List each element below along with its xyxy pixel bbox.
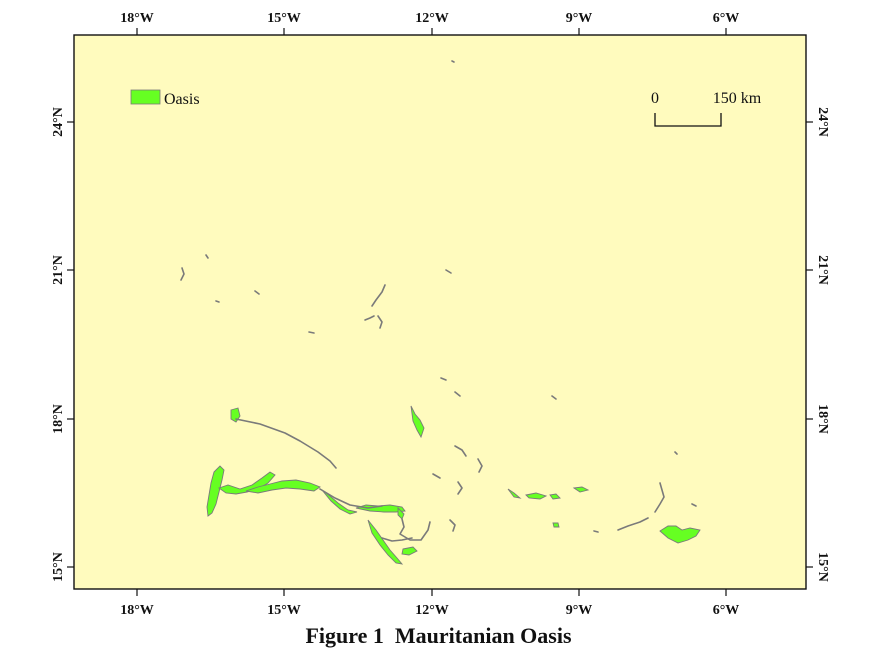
- wadi-line: [654, 482, 665, 513]
- oasis-area: [321, 489, 358, 515]
- wadi-line: [254, 290, 260, 295]
- tick-marks: [67, 28, 813, 596]
- x-tick-label: 9°W: [566, 603, 593, 618]
- wadi-line: [364, 315, 375, 321]
- wadi-line: [457, 481, 463, 495]
- wadi-line: [371, 284, 386, 307]
- scale-bar: 0 150 km: [651, 90, 762, 127]
- oasis-area: [245, 479, 321, 494]
- legend-label-oasis: Oasis: [164, 91, 200, 108]
- wadi-line: [454, 445, 467, 457]
- legend-swatch-oasis: [130, 89, 161, 105]
- oasis-area: [401, 546, 418, 556]
- wadi-line: [215, 300, 220, 303]
- x-tick-label: 6°W: [713, 603, 740, 618]
- x-tick-label: 18°W: [120, 603, 154, 618]
- wadi-line: [451, 60, 455, 63]
- x-tick-labels-top: 18°W 15°W 12°W 9°W 6°W: [120, 11, 739, 26]
- wadi-line: [477, 458, 483, 473]
- map-background: [74, 35, 806, 589]
- y-tick-labels-left: 24°N 21°N 18°N 15°N: [51, 107, 66, 582]
- y-tick-labels-right: 24°N 21°N 18°N 15°N: [815, 107, 830, 582]
- oasis-area: [552, 522, 560, 528]
- oasis-area: [410, 405, 425, 439]
- x-tick-label: 12°W: [415, 11, 449, 26]
- wadi-line: [440, 377, 447, 381]
- x-tick-labels-bottom: 18°W 15°W 12°W 9°W 6°W: [120, 603, 739, 618]
- x-tick-label: 9°W: [566, 11, 593, 26]
- y-tick-label: 21°N: [815, 255, 830, 285]
- oasis-area: [659, 525, 701, 544]
- oasis-area: [355, 504, 406, 513]
- wadi-line: [445, 269, 452, 274]
- oasis-area: [218, 471, 276, 495]
- map-frame: [73, 34, 807, 590]
- wadi-line: [235, 418, 337, 469]
- oasis-area: [206, 465, 225, 517]
- x-tick-label: 15°W: [267, 603, 301, 618]
- figure-caption: Figure 1 Mauritanian Oasis: [305, 623, 572, 648]
- oasis-features: [206, 405, 701, 565]
- oasis-area: [525, 492, 548, 500]
- wadi-line: [319, 488, 383, 509]
- scale-bar-start-label: 0: [651, 90, 659, 107]
- wadi-line: [691, 503, 697, 507]
- wadi-line: [377, 315, 383, 329]
- y-tick-label: 15°N: [815, 552, 830, 582]
- wadi-line: [381, 537, 413, 542]
- wadi-line: [617, 517, 649, 531]
- wadi-line: [674, 451, 678, 455]
- x-tick-label: 6°W: [713, 11, 740, 26]
- y-tick-label: 21°N: [51, 255, 66, 285]
- wadi-line: [432, 473, 441, 479]
- y-tick-label: 18°N: [815, 404, 830, 434]
- wadi-line: [454, 391, 461, 397]
- oasis-area: [549, 493, 561, 500]
- y-tick-label: 24°N: [51, 107, 66, 137]
- scale-bar-line: [654, 113, 722, 127]
- y-tick-label: 15°N: [51, 552, 66, 582]
- legend: Oasis: [130, 89, 200, 108]
- wadi-line: [593, 530, 599, 533]
- y-tick-label: 18°N: [51, 404, 66, 434]
- wadi-line: [205, 254, 209, 259]
- x-tick-label: 15°W: [267, 11, 301, 26]
- oasis-area: [367, 519, 404, 565]
- wadi-line: [180, 267, 185, 281]
- x-tick-label: 12°W: [415, 603, 449, 618]
- wadi-line: [449, 519, 456, 532]
- wadi-traces: [180, 60, 697, 542]
- scale-bar-end-label: 150 km: [713, 90, 762, 107]
- y-tick-label: 24°N: [815, 107, 830, 137]
- wadi-line: [551, 395, 557, 400]
- x-tick-label: 18°W: [120, 11, 154, 26]
- oasis-area: [572, 486, 590, 493]
- wadi-line: [399, 518, 431, 541]
- wadi-line: [308, 331, 315, 334]
- oasis-area: [507, 488, 522, 499]
